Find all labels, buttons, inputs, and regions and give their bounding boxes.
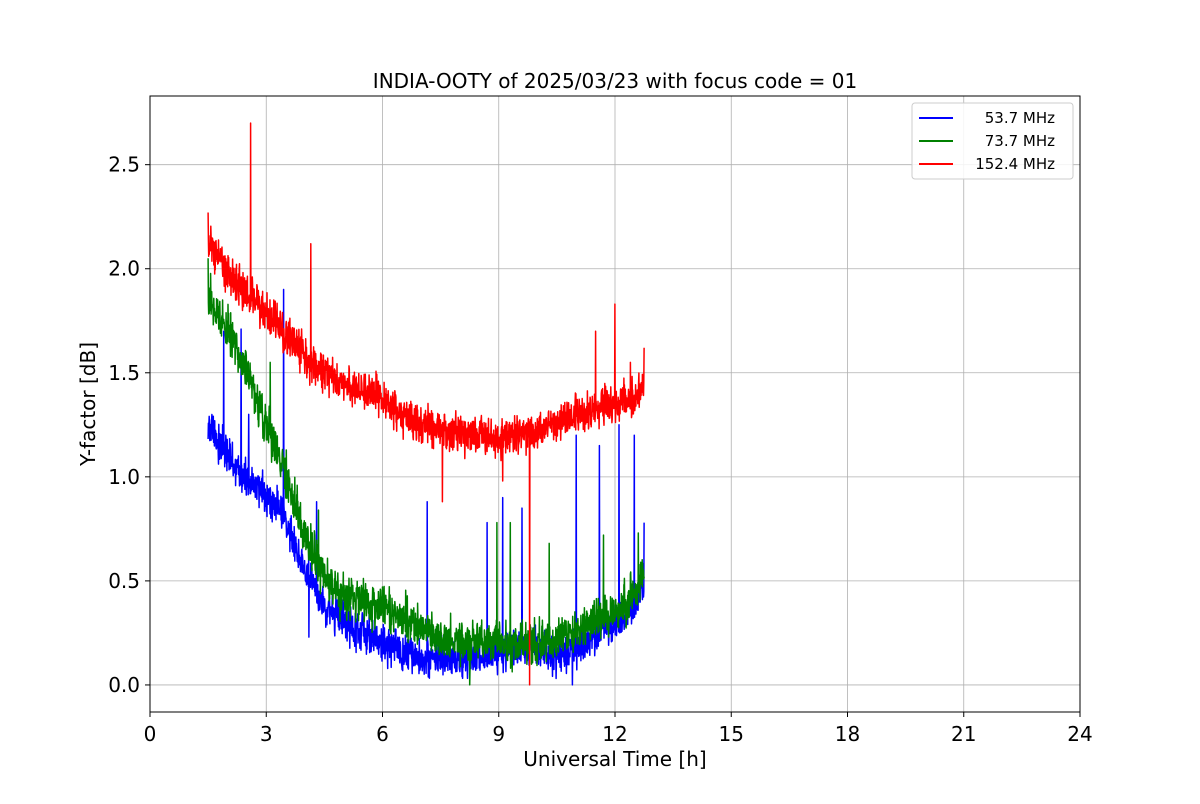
y-tick-label: 0.0 [108, 673, 140, 697]
axis-ticks: 0 3 6 9 12 15 18 21 24 0.0 0.5 1.0 1.5 2.0 2.5 [108, 153, 1093, 746]
y-axis-label: Y-factor [dB] [76, 342, 100, 467]
x-tick-label: 12 [602, 722, 627, 746]
legend: 53.7 MHz 73.7 MHz 152.4 MHz [911, 102, 1074, 180]
x-tick-label: 6 [376, 722, 389, 746]
legend-label: 73.7 MHz [985, 132, 1055, 150]
series-line [207, 122, 645, 686]
y-tick-label: 1.5 [108, 361, 140, 385]
x-tick-label: 24 [1067, 722, 1092, 746]
legend-box [911, 102, 1074, 180]
y-tick-label: 2.5 [108, 153, 140, 177]
x-tick-label: 3 [260, 722, 273, 746]
legend-label: 53.7 MHz [985, 109, 1055, 127]
x-tick-label: 18 [835, 722, 860, 746]
x-tick-label: 9 [492, 722, 505, 746]
series-line [207, 258, 645, 686]
legend-label: 152.4 MHz [975, 155, 1055, 173]
x-tick-label: 15 [719, 722, 744, 746]
series-group [207, 122, 645, 686]
y-tick-label: 2.0 [108, 257, 140, 281]
x-tick-label: 0 [144, 722, 157, 746]
x-tick-label: 21 [951, 722, 976, 746]
chart-title: INDIA-OOTY of 2025/03/23 with focus code… [373, 69, 857, 93]
y-tick-label: 0.5 [108, 569, 140, 593]
x-axis-label: Universal Time [h] [523, 747, 706, 771]
y-tick-label: 1.0 [108, 465, 140, 489]
